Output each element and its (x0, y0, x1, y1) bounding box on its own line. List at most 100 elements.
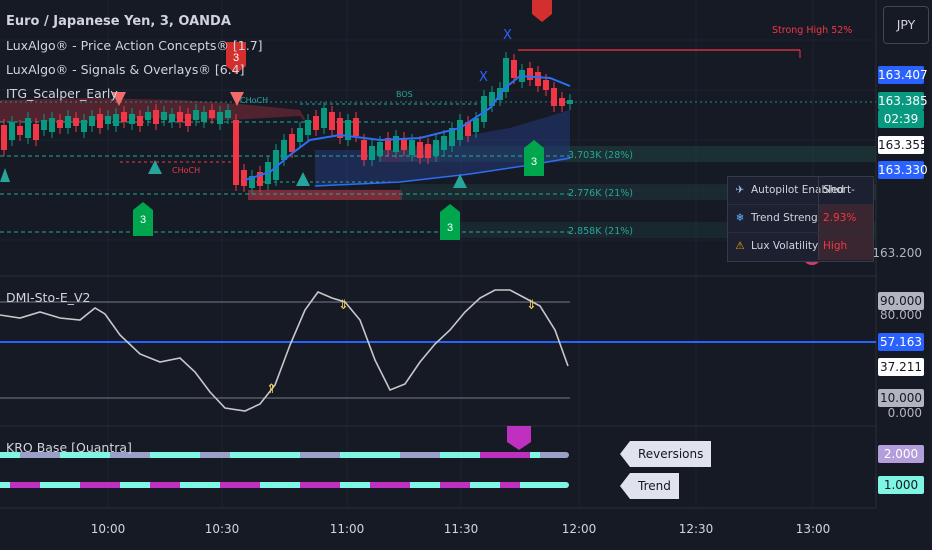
candle-body (185, 114, 191, 126)
svg-text:3: 3 (233, 52, 239, 64)
candle-body (193, 110, 199, 120)
candle-body (1, 125, 7, 150)
candle-body (273, 150, 279, 180)
strong-high-label: Strong High 52% (772, 25, 853, 36)
candle-body (129, 114, 135, 124)
down-arrow-icon: ⇓ (338, 298, 349, 313)
price-badge: 163.407 (878, 66, 928, 84)
candle-body (543, 80, 549, 90)
candle-body (481, 96, 487, 122)
candle-body (33, 124, 39, 140)
dashboard-row-autopilot: ✈Autopilot Enabled Short-Term (728, 177, 873, 223)
dmi-pane-title[interactable]: DMI-Sto-E_V2 (6, 290, 91, 305)
indicator-legend-scalper[interactable]: ITG_Scalper_Early (6, 86, 118, 101)
x-marker: X (503, 28, 512, 43)
dmi-badge: 90.000 (878, 292, 924, 310)
kro-badge: 1.000 (878, 476, 924, 494)
buy-signal-marker: 3 (133, 202, 153, 236)
warning-icon: ⚠ (735, 240, 745, 252)
candle-body (233, 120, 239, 185)
dashboard-value: Short-Term (818, 177, 873, 223)
time-axis-label: 11:00 (329, 522, 365, 536)
candle-body (113, 114, 119, 126)
candle-body (567, 100, 573, 104)
candle-body (433, 140, 439, 156)
svg-text:3: 3 (140, 214, 146, 226)
x-marker: X (479, 70, 488, 85)
symbol-title[interactable]: Euro / Japanese Yen, 3, OANDA (6, 14, 231, 29)
candle-body (73, 118, 79, 126)
candle-body (329, 112, 335, 130)
choch-label-top: CHoCH (240, 96, 269, 105)
candle-body (145, 112, 151, 120)
candle-body (503, 58, 509, 92)
candle-body (473, 118, 479, 132)
dashboard-row-volatility: ⚠ Lux Volatility High (728, 233, 873, 260)
candle-body (313, 116, 319, 130)
candle-body (465, 122, 471, 136)
candle-body (369, 146, 375, 160)
candle-body (217, 112, 223, 124)
candle-body (449, 128, 455, 146)
reversions-tag: Reversions (619, 441, 712, 467)
indicator-legend-price-action[interactable]: LuxAlgo® - Price Action Concepts® [1.7] (6, 38, 263, 53)
dashboard-row-trend-strength: ❄ Trend Strength 2.93% (728, 205, 873, 233)
down-arrow-icon: ⇓ (526, 298, 537, 313)
candle-body (559, 98, 565, 106)
currency-button[interactable]: JPY (883, 6, 929, 44)
indicator-legend-signals[interactable]: LuxAlgo® - Signals & Overlays® [6.4] (6, 62, 245, 77)
liquidity-level-label: 3.703K (28%) (568, 150, 633, 161)
candle-body (305, 120, 311, 135)
candle-body (361, 140, 367, 160)
candle-body (441, 136, 447, 150)
candle-body (89, 116, 95, 126)
autopilot-dashboard: ✈Autopilot Enabled Short-Term ❄Trend Str… (727, 176, 874, 262)
candle-body (489, 92, 495, 106)
candle-body (121, 112, 127, 122)
time-axis-label: 10:30 (204, 522, 240, 536)
candle-body (417, 142, 423, 158)
candle-body (201, 112, 207, 122)
kro-signal-marker (507, 426, 531, 450)
candle-body (17, 126, 23, 135)
candle-body (353, 118, 359, 136)
buy-signal-marker: 3 (440, 204, 460, 240)
candle-body (385, 138, 391, 150)
countdown-badge: 02:39 (878, 110, 924, 128)
candle-body (321, 108, 327, 128)
price-axis-label: 163.200 (872, 246, 922, 260)
candle-body (105, 116, 111, 124)
time-axis-label: 12:30 (678, 522, 714, 536)
snowflake-icon: ❄ (735, 212, 745, 224)
candle-body (25, 118, 31, 138)
time-axis-label: 10:00 (90, 522, 126, 536)
time-axis-label: 13:00 (795, 522, 831, 536)
trend-line (244, 74, 571, 181)
price-badge: 163.385 (878, 92, 928, 110)
sell-signal-marker: 3 (226, 42, 246, 74)
dmi-badge: 10.000 (878, 389, 924, 407)
choch-label-bottom: CHoCH (172, 166, 201, 175)
candle-body (337, 118, 343, 138)
candle-body (281, 140, 287, 160)
candle-body (535, 72, 541, 86)
candle-body (225, 110, 231, 118)
price-badge: 163.330 (878, 161, 928, 179)
candle-body (457, 120, 463, 140)
candle-body (409, 140, 415, 155)
dashboard-value: 2.93% (818, 205, 873, 232)
candle-body (527, 68, 533, 80)
candle-body (9, 122, 15, 140)
kro-pane-title[interactable]: KRO Base [Quantra] (6, 440, 132, 455)
time-axis-label: 11:30 (443, 522, 479, 536)
candle-body (393, 136, 399, 152)
time-axis-label: 12:00 (561, 522, 597, 536)
airplane-icon: ✈ (735, 184, 745, 196)
candle-body (137, 116, 143, 126)
liquidity-level-label: 2.776K (21%) (568, 188, 633, 199)
kro-badge: 2.000 (878, 445, 924, 463)
svg-text:3: 3 (531, 156, 537, 168)
down-triangle (112, 92, 126, 106)
liquidity-level-label: 2.858K (21%) (568, 226, 633, 237)
